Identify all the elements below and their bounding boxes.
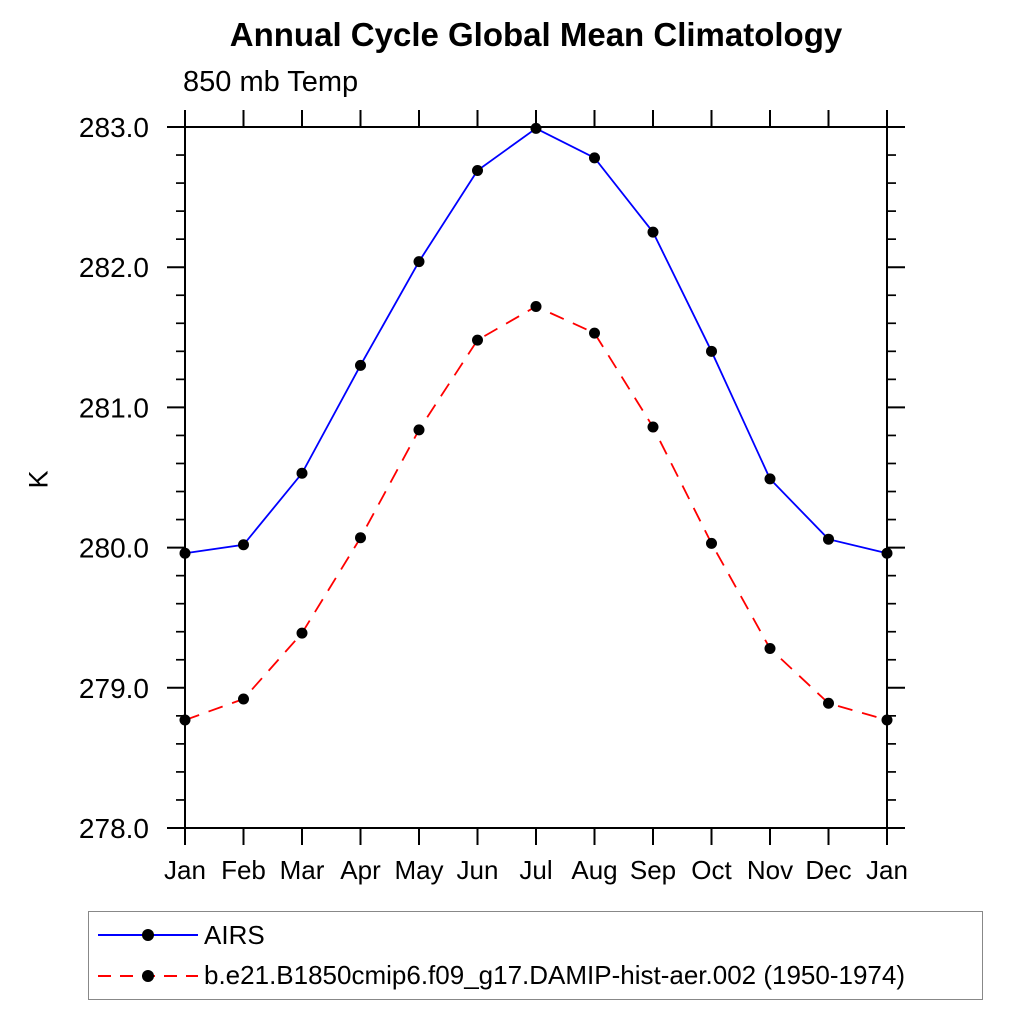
x-tick-label: Jun — [457, 855, 499, 885]
legend-label-model: b.e21.B1850cmip6.f09_g17.DAMIP-hist-aer.… — [204, 960, 905, 991]
data-point-marker — [764, 473, 776, 485]
data-point-marker — [881, 547, 893, 559]
x-tick-label: Nov — [747, 855, 793, 885]
x-tick-label: Jul — [519, 855, 552, 885]
x-tick-label: Feb — [221, 855, 266, 885]
x-tick-label: Sep — [630, 855, 676, 885]
data-point-marker — [355, 532, 366, 544]
x-tick-label: Apr — [340, 855, 381, 885]
legend-line-sample-dashed-icon — [98, 969, 198, 982]
x-tick-label: Dec — [805, 855, 851, 885]
y-tick-label: 281.0 — [79, 392, 149, 423]
data-point-marker — [238, 539, 249, 551]
data-point-marker — [413, 424, 425, 436]
data-point-marker — [647, 226, 659, 238]
data-point-marker — [589, 152, 600, 164]
legend-line-sample-solid-icon — [98, 929, 198, 942]
series-line-1 — [184, 305, 888, 721]
data-point-marker — [238, 693, 249, 705]
y-tick-label: 280.0 — [79, 533, 149, 564]
y-tick-label: 278.0 — [79, 813, 149, 844]
data-point-marker — [764, 643, 776, 655]
legend-item-airs: AIRS — [89, 918, 982, 952]
data-point-marker — [296, 627, 308, 639]
y-tick-label: 279.0 — [79, 673, 149, 704]
data-point-marker — [413, 256, 425, 268]
plot-frame — [184, 126, 888, 829]
data-point-marker — [179, 547, 191, 559]
data-point-marker — [296, 467, 308, 479]
chart-title: Annual Cycle Global Mean Climatology — [229, 16, 843, 53]
series-line-0 — [184, 127, 888, 555]
x-tick-label: May — [394, 855, 443, 885]
data-point-marker — [881, 714, 893, 726]
x-tick-label: Aug — [571, 855, 617, 885]
data-point-marker — [647, 421, 659, 433]
legend-item-model: b.e21.B1850cmip6.f09_g17.DAMIP-hist-aer.… — [89, 959, 982, 993]
data-point-marker — [179, 714, 191, 726]
legend-label-airs: AIRS — [204, 919, 265, 950]
x-tick-label: Jan — [164, 855, 206, 885]
data-point-marker — [472, 164, 483, 176]
data-point-marker — [823, 697, 834, 709]
x-tick-label: Jan — [866, 855, 908, 885]
chart-subtitle: 850 mb Temp — [183, 66, 359, 98]
data-point-marker — [530, 122, 542, 134]
data-point-marker — [355, 359, 366, 371]
data-point-marker — [530, 300, 542, 312]
data-point-marker — [823, 533, 834, 545]
data-point-marker — [589, 327, 600, 339]
data-point-marker — [706, 537, 717, 549]
y-tick-label: 282.0 — [79, 252, 149, 283]
data-point-marker — [706, 345, 717, 357]
legend-box: AIRS b.e21.B1850cmip6.f09_g17.DAMIP-hist… — [88, 911, 983, 1000]
x-tick-label: Mar — [280, 855, 325, 885]
y-tick-label: 283.0 — [79, 112, 149, 143]
x-tick-label: Oct — [691, 855, 732, 885]
data-point-marker — [472, 334, 483, 346]
